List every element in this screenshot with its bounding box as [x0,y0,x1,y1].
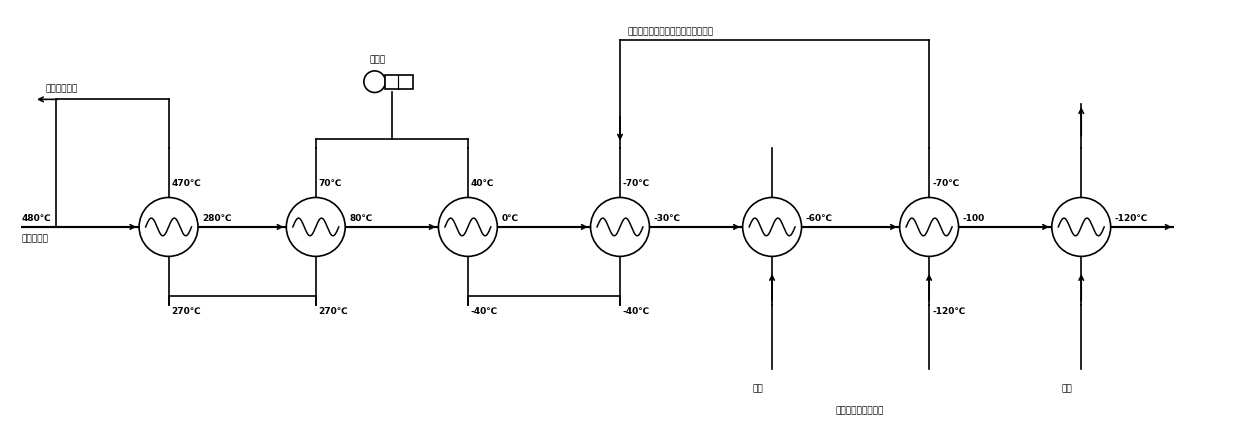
Text: 反应器出口: 反应器出口 [21,235,48,244]
Text: 冷媒: 冷媒 [752,385,763,394]
Bar [385,75,413,89]
Text: -120℃: -120℃ [932,308,965,316]
Circle shape [1052,198,1110,257]
Text: 冷媒: 冷媒 [1062,385,1072,394]
Text: -60℃: -60℃ [805,214,833,223]
Circle shape [364,71,385,93]
Text: 80℃: 80℃ [349,214,373,223]
Text: 470℃: 470℃ [171,179,201,188]
Text: 270℃: 270℃ [318,308,348,316]
Circle shape [139,198,198,257]
Text: 来自硅烷分离器及硅烷分离局气气相: 来自硅烷分离器及硅烷分离局气气相 [628,28,714,37]
Circle shape [286,198,346,257]
Circle shape [900,198,959,257]
Text: -120℃: -120℃ [1115,214,1147,223]
Text: -30℃: -30℃ [653,214,680,223]
Text: 40℃: 40℃ [471,179,494,188]
Text: 0℃: 0℃ [502,214,518,223]
Text: 480℃: 480℃ [21,214,51,223]
Circle shape [591,198,649,257]
Circle shape [439,198,497,257]
Text: 压缩机: 压缩机 [369,55,385,64]
Text: -40℃: -40℃ [471,308,498,316]
Text: -100: -100 [963,214,985,223]
Circle shape [742,198,802,257]
Text: 去原料加热器: 去原料加热器 [46,84,78,93]
Text: -40℃: -40℃ [623,308,650,316]
Text: -70℃: -70℃ [932,179,959,188]
Text: 270℃: 270℃ [171,308,201,316]
Text: 280℃: 280℃ [202,214,232,223]
Text: 70℃: 70℃ [318,179,342,188]
Text: -70℃: -70℃ [623,179,650,188]
Text: 来自氮气分离局气相: 来自氮气分离局气相 [836,406,885,415]
Text: o: o [373,79,377,84]
